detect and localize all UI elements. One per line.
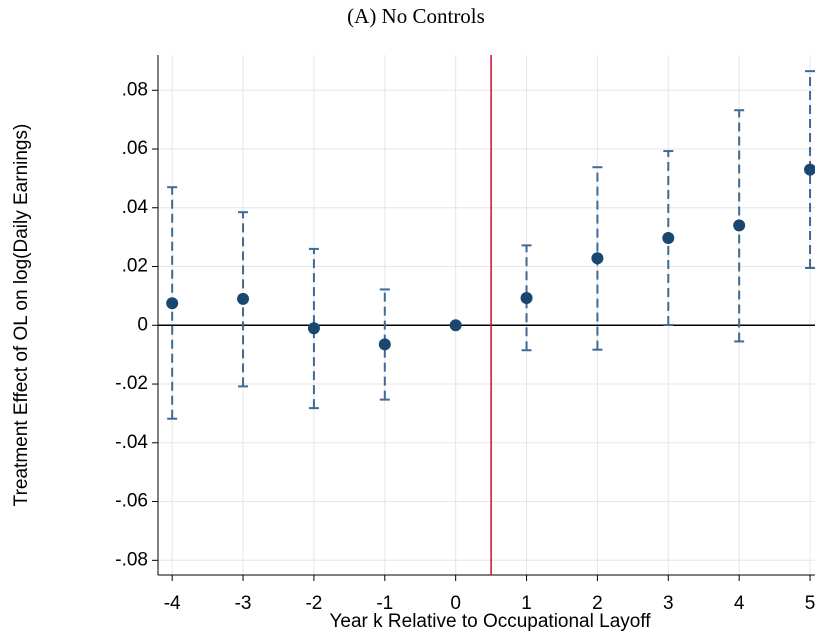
chart-title: (A) No Controls — [347, 4, 485, 28]
y-axis-label: Treatment Effect of OL on log(Daily Earn… — [11, 124, 32, 507]
y-tick-label: -.04 — [115, 432, 148, 453]
y-tick-label: -.08 — [115, 549, 148, 570]
y-tick-label: .02 — [122, 256, 148, 277]
point — [237, 292, 250, 305]
y-tick-label: .08 — [122, 79, 148, 100]
point — [378, 338, 391, 351]
point — [520, 291, 533, 304]
y-tick-label: 0 — [137, 314, 148, 335]
y-tick-label: .06 — [122, 138, 148, 159]
x-tick-label: 4 — [734, 593, 745, 614]
point — [804, 163, 815, 176]
y-tick-label: .04 — [122, 197, 149, 218]
x-tick-label: -4 — [164, 593, 181, 614]
y-tick-label: -.06 — [115, 491, 148, 512]
point — [449, 319, 462, 332]
x-tick-label: -3 — [235, 593, 252, 614]
y-tick-label: -.02 — [115, 373, 148, 394]
x-tick-label: 1 — [521, 593, 532, 614]
point — [166, 297, 179, 310]
x-tick-label: 5 — [805, 593, 815, 614]
point — [662, 232, 675, 245]
x-tick-label: -1 — [376, 593, 393, 614]
point — [733, 219, 746, 232]
point — [591, 252, 604, 265]
x-tick-label: 2 — [592, 593, 603, 614]
x-tick-label: 0 — [450, 593, 461, 614]
x-axis-label: Year k Relative to Occupational Layoff — [329, 611, 651, 632]
point — [307, 322, 320, 335]
x-tick-label: 3 — [663, 593, 674, 614]
x-tick-label: -2 — [305, 593, 322, 614]
